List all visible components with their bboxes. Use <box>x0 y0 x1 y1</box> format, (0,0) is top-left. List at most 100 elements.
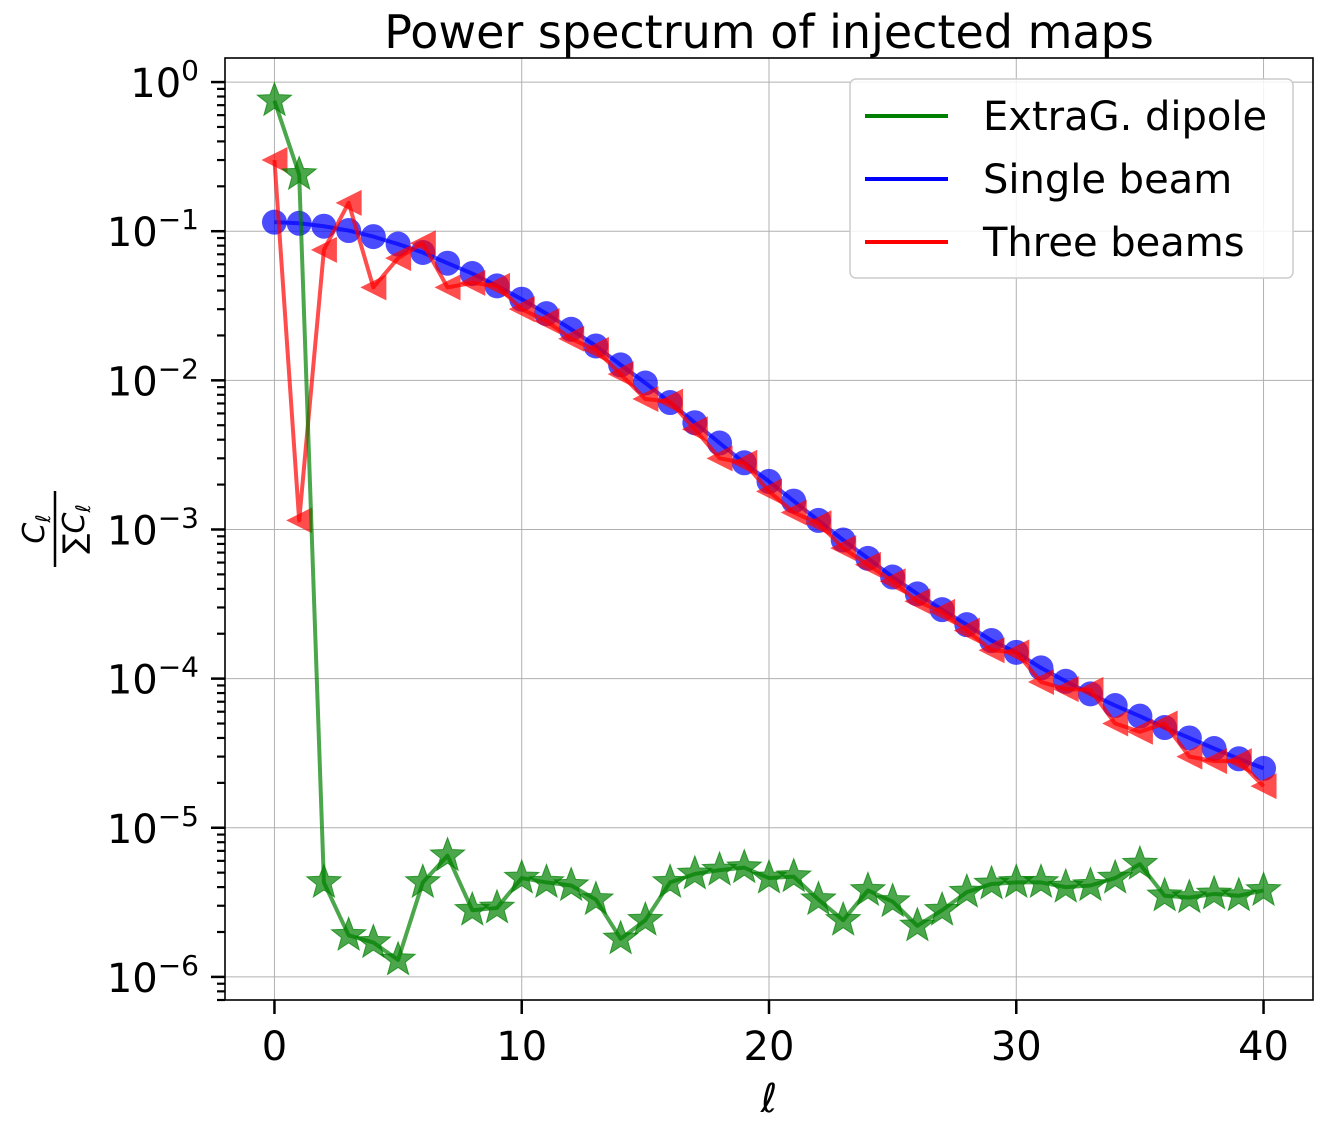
data-point <box>725 848 763 884</box>
tick-layer: 0 10 20 30 40 100 10−1 10−2 10−3 10−4 10−5 10−6 <box>107 54 1289 1070</box>
data-point <box>434 274 461 301</box>
data-point <box>706 445 733 472</box>
data-point <box>849 871 887 907</box>
data-point <box>651 862 689 899</box>
data-point <box>459 269 486 296</box>
data-point <box>1201 748 1228 775</box>
data-point <box>1102 710 1129 737</box>
data-point <box>533 307 560 334</box>
data-point <box>1071 866 1109 902</box>
data-point <box>681 416 708 443</box>
data-point <box>261 209 287 235</box>
data-point <box>503 858 541 894</box>
y-tick-label: 10−6 <box>107 949 199 1002</box>
data-point <box>404 862 442 899</box>
data-point <box>409 230 436 257</box>
data-point <box>1077 676 1104 703</box>
data-point <box>330 915 368 952</box>
y-tick-label: 10−2 <box>107 352 199 405</box>
data-point <box>1220 876 1258 912</box>
data-point <box>632 385 659 412</box>
legend: ExtraG. dipole Single beam Three beams <box>849 78 1294 279</box>
data-point <box>310 236 337 263</box>
data-point <box>953 617 980 644</box>
data-point <box>799 880 837 916</box>
chart-title: Power spectrum of injected maps <box>384 5 1154 59</box>
data-point <box>1028 668 1054 695</box>
data-point <box>305 862 343 899</box>
data-point <box>582 336 609 363</box>
data-point <box>527 862 565 899</box>
y-tick-label: 10−5 <box>107 800 199 853</box>
data-point <box>1225 748 1252 775</box>
data-point <box>1250 773 1277 800</box>
data-point <box>830 535 857 562</box>
data-point <box>1245 871 1283 907</box>
x-tick-label: 30 <box>991 1024 1042 1070</box>
data-point <box>626 900 664 936</box>
data-point <box>602 919 640 955</box>
data-point <box>1151 710 1178 737</box>
data-point <box>1176 743 1203 770</box>
data-point <box>1195 874 1233 910</box>
y-tick-label: 10−1 <box>107 203 199 256</box>
data-point <box>478 888 516 924</box>
data-point <box>607 361 634 388</box>
series-layer <box>255 81 1283 976</box>
data-point <box>929 598 956 625</box>
data-point <box>1022 862 1060 899</box>
data-point <box>335 189 362 216</box>
data-point <box>354 923 392 959</box>
data-point <box>731 449 758 476</box>
data-point <box>1146 876 1184 912</box>
data-point <box>1176 725 1202 751</box>
data-point <box>484 272 510 299</box>
data-point <box>429 836 467 872</box>
data-point <box>756 478 782 505</box>
y-axis-label: Cℓ ∑Cℓ <box>17 491 95 567</box>
data-point <box>508 296 535 323</box>
grid-layer <box>225 58 1313 1000</box>
series-three-beams <box>261 147 1277 800</box>
data-point <box>657 388 684 415</box>
data-point <box>898 906 936 942</box>
data-point <box>978 637 1005 664</box>
data-point <box>1121 844 1159 880</box>
data-point <box>1096 858 1134 894</box>
data-point <box>558 325 585 352</box>
data-point <box>805 510 832 537</box>
data-point <box>632 370 658 396</box>
data-point <box>780 499 807 526</box>
data-point <box>824 900 862 936</box>
data-point <box>1126 718 1153 745</box>
data-point <box>775 857 813 893</box>
data-point <box>385 245 412 272</box>
data-point <box>874 882 912 918</box>
x-tick-label: 20 <box>744 1024 795 1070</box>
legend-label: Three beams <box>982 220 1245 266</box>
data-point <box>1052 676 1079 703</box>
data-point <box>552 866 590 902</box>
data-point <box>280 155 318 191</box>
data-point <box>311 213 337 239</box>
series-extrag-dipole <box>255 81 1283 976</box>
x-axis-label: ℓ <box>760 1076 778 1122</box>
data-point <box>360 224 386 250</box>
legend-label: Single beam <box>983 157 1232 203</box>
data-point <box>923 890 961 926</box>
legend-box <box>849 78 1294 279</box>
data-point <box>577 880 615 916</box>
data-point <box>360 274 387 301</box>
data-point <box>435 250 461 276</box>
data-point <box>948 872 986 908</box>
data-point <box>286 507 313 534</box>
legend-label: ExtraG. dipole <box>983 94 1267 140</box>
data-point <box>1251 755 1277 781</box>
data-point <box>379 940 417 976</box>
x-tick-label: 10 <box>496 1024 547 1070</box>
data-point <box>261 147 288 174</box>
x-tick-label: 0 <box>262 1024 287 1070</box>
data-point <box>879 568 906 595</box>
